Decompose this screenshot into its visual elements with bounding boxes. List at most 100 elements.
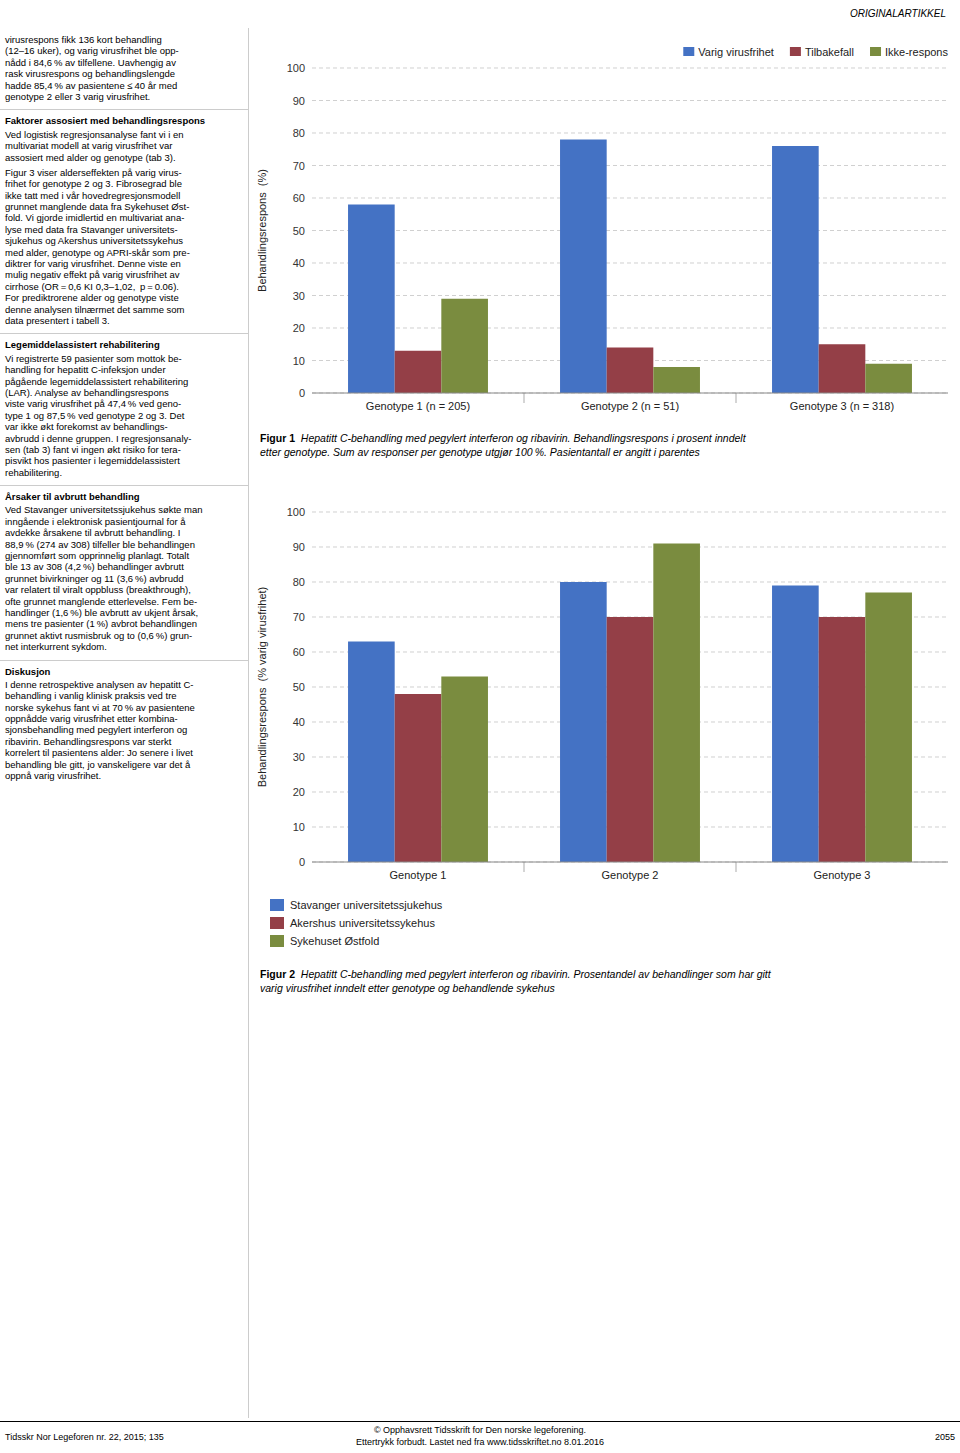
group-separator <box>736 393 737 403</box>
caption-label: Figur 2 <box>260 968 295 980</box>
y-tick-label: 20 <box>293 322 305 334</box>
y-tick-label: 60 <box>293 646 305 658</box>
x-tick-label: Genotype 2 (n = 51) <box>581 400 679 412</box>
footer: Tidsskr Nor Legeforen nr. 22, 2015; 1352… <box>0 1418 960 1453</box>
y-tick-label: 20 <box>293 786 305 798</box>
bar <box>441 677 488 863</box>
x-tick-label: Genotype 1 (n = 205) <box>366 400 470 412</box>
bar <box>772 146 819 393</box>
bars <box>348 140 912 394</box>
x-axis-line <box>312 393 948 394</box>
bar <box>865 593 912 863</box>
paragraph: Ved Stavanger universitetssjukehus søkte… <box>5 504 245 652</box>
section-heading: Legemiddelassistert rehabilitering <box>5 339 245 350</box>
y-tick-label: 50 <box>293 681 305 693</box>
bar <box>607 617 654 862</box>
grid-line <box>312 133 948 134</box>
legend-swatch <box>683 47 694 56</box>
page: ORIGINALARTIKKEL virusrespons fikk 136 ko… <box>0 0 960 1453</box>
grid-line <box>312 862 948 863</box>
legend-label: Tilbakefall <box>805 46 854 58</box>
y-tick-label: 40 <box>293 257 305 269</box>
grid-line <box>312 512 948 513</box>
bar <box>560 582 607 862</box>
footer-left: Tidsskr Nor Legeforen nr. 22, 2015; 135 <box>5 1432 164 1442</box>
group-separator <box>524 393 525 403</box>
caption-text: Hepatitt C-behandling med pegylert inter… <box>260 968 771 994</box>
x-axis-line <box>312 862 948 863</box>
grid-line <box>312 230 948 231</box>
group-separator <box>524 862 525 872</box>
x-tick-label: Genotype 2 <box>602 869 659 881</box>
legend: Stavanger universitetssjukehus Akershus u… <box>270 899 443 947</box>
caption-text: Hepatitt C-behandling med pegylert inter… <box>260 432 746 458</box>
legend-label: Akershus universitetssykehus <box>290 917 435 929</box>
bar <box>607 348 654 394</box>
paragraph: Ved logistisk regresjonsanalyse fant vi … <box>5 129 245 163</box>
section-heading: Årsaker til avbrutt behandling <box>5 491 245 502</box>
bar <box>819 617 866 862</box>
chart: 0102030405060708090100Genotype 1Genotype… <box>250 492 956 962</box>
y-tick-label: 70 <box>293 611 305 623</box>
left-column: virusrespons fikk 136 kort behandling (1… <box>5 34 245 785</box>
y-tick-label: 10 <box>293 355 305 367</box>
y-tick-label: 80 <box>293 127 305 139</box>
legend-swatch <box>270 899 284 911</box>
y-axis-label: Behandlingsrespons (%) <box>256 169 268 292</box>
bar <box>348 642 395 863</box>
x-tick-label: Genotype 3 <box>814 869 871 881</box>
chart: 0102030405060708090100Genotype 1 (n = 20… <box>250 28 956 428</box>
y-tick-label: 70 <box>293 160 305 172</box>
y-tick-label: 30 <box>293 751 305 763</box>
y-tick-label: 0 <box>299 856 305 868</box>
grid-line <box>312 198 948 199</box>
legend-label: Ikke-respons <box>885 46 948 58</box>
grid <box>312 512 948 862</box>
y-tick-label: 90 <box>293 95 305 107</box>
bar <box>653 367 700 393</box>
section-rule <box>0 333 248 334</box>
header-text: ORIGINALARTIKKEL <box>850 8 946 19</box>
y-tick-label: 90 <box>293 541 305 553</box>
y-tick-label: 60 <box>293 192 305 204</box>
footer-rule <box>0 1421 960 1422</box>
legend-swatch <box>870 47 881 56</box>
x-tick-label: Genotype 3 (n = 318) <box>790 400 894 412</box>
bar <box>395 694 442 862</box>
bar <box>395 351 442 393</box>
bar <box>560 140 607 394</box>
section-heading: Diskusjon <box>5 666 245 677</box>
column-separator <box>248 28 249 1418</box>
y-tick-label: 40 <box>293 716 305 728</box>
legend-swatch <box>270 917 284 929</box>
legend-label: Stavanger universitetssjukehus <box>290 899 443 911</box>
caption-label: Figur 1 <box>260 432 295 444</box>
y-axis-label: Behandlingsrespons (% varig virusfrihet) <box>256 587 268 788</box>
y-tick-label: 0 <box>299 387 305 399</box>
y-tick-label: 10 <box>293 821 305 833</box>
legend-label: Sykehuset Østfold <box>290 935 379 947</box>
paragraph: Figur 3 viser alderseffekten på varig vi… <box>5 167 245 326</box>
figure-caption: Figur 2 Hepatitt C-behandling med pegyle… <box>260 968 950 995</box>
grid <box>312 68 948 393</box>
bar <box>819 344 866 393</box>
bar <box>865 364 912 393</box>
figure-caption: Figur 1 Hepatitt C-behandling med pegyle… <box>260 432 950 459</box>
section-rule <box>0 660 248 661</box>
paragraph: I denne retrospektive analysen av hepati… <box>5 679 245 782</box>
section-rule <box>0 109 248 110</box>
footer-center: © Opphavsrett Tidsskrift for Den norske … <box>0 1425 960 1435</box>
legend-swatch <box>270 935 284 947</box>
y-tick-label: 50 <box>293 225 305 237</box>
y-tick-label: 80 <box>293 576 305 588</box>
legend-label: Varig virusfrihet <box>698 46 774 58</box>
bars <box>348 544 912 863</box>
bar <box>348 205 395 394</box>
grid-line <box>312 68 948 69</box>
grid-line <box>312 100 948 101</box>
grid-line <box>312 295 948 296</box>
section-rule <box>0 485 248 486</box>
grid-line <box>312 328 948 329</box>
section-heading: Faktorer assosiert med behandlingsrespon… <box>5 115 245 126</box>
grid-line <box>312 582 948 583</box>
